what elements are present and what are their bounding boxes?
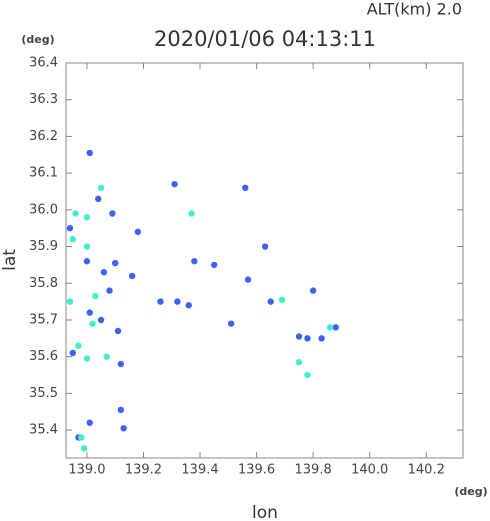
x-tick-label: 139.8 bbox=[295, 463, 332, 478]
x-tick-label: 139.4 bbox=[181, 463, 218, 478]
echo-point bbox=[157, 298, 164, 305]
echo-point bbox=[103, 353, 110, 360]
y-tick-label: 35.6 bbox=[29, 349, 58, 364]
altitude-label: ALT(km) 2.0 bbox=[367, 0, 462, 19]
y-tick-label: 35.7 bbox=[29, 312, 58, 327]
echo-point bbox=[89, 320, 96, 327]
echo-point bbox=[80, 445, 88, 452]
echo-point bbox=[326, 324, 334, 331]
echo-point bbox=[242, 184, 249, 192]
echo-point bbox=[227, 320, 235, 327]
chart-title: 2020/01/06 04:13:11 bbox=[154, 27, 376, 51]
echo-point bbox=[97, 316, 105, 324]
echo-point bbox=[78, 434, 85, 441]
echo-point bbox=[188, 210, 195, 217]
echo-point bbox=[278, 296, 286, 303]
echo-point bbox=[72, 210, 79, 217]
echo-point bbox=[66, 298, 74, 305]
echo-point bbox=[117, 406, 125, 414]
echo-point bbox=[134, 228, 142, 236]
y-tick-label: 35.5 bbox=[29, 386, 58, 401]
echo-point bbox=[109, 210, 116, 217]
echo-point bbox=[92, 292, 99, 300]
echo-point bbox=[83, 243, 91, 250]
y-tick-label: 36.4 bbox=[29, 56, 58, 71]
echo-point bbox=[83, 355, 91, 362]
x-unit: (deg) bbox=[454, 485, 487, 498]
echo-point bbox=[332, 324, 339, 331]
x-axis-label: lon bbox=[252, 503, 278, 521]
x-tick-label: 139.2 bbox=[125, 463, 162, 478]
echo-point bbox=[185, 302, 192, 309]
x-tick-label: 140.2 bbox=[408, 463, 445, 478]
echo-point bbox=[69, 349, 76, 357]
echo-point bbox=[318, 335, 325, 342]
echo-point bbox=[304, 371, 311, 379]
x-tick-label: 139.0 bbox=[68, 463, 105, 478]
echo-point bbox=[244, 276, 252, 283]
echo-point bbox=[75, 342, 82, 349]
plot-frame bbox=[65, 62, 464, 459]
echo-point bbox=[174, 298, 181, 305]
y-tick-label: 36.0 bbox=[29, 202, 58, 217]
echo-point bbox=[171, 180, 178, 188]
echo-point bbox=[95, 195, 102, 203]
echo-point bbox=[191, 258, 198, 265]
echo-point bbox=[69, 236, 76, 243]
echo-point bbox=[97, 184, 105, 192]
x-tick-label: 139.6 bbox=[238, 463, 275, 478]
echo-point bbox=[86, 309, 93, 316]
echo-point bbox=[210, 261, 218, 269]
y-tick-label: 36.3 bbox=[29, 92, 58, 107]
echo-point bbox=[83, 258, 91, 265]
y-tick-label: 36.2 bbox=[29, 129, 58, 144]
echo-point bbox=[66, 224, 74, 232]
x-tick-label: 140.0 bbox=[351, 463, 388, 478]
echo-point bbox=[112, 259, 119, 267]
y-unit: (deg) bbox=[21, 33, 54, 46]
echo-point bbox=[295, 358, 303, 366]
echo-point bbox=[120, 425, 127, 432]
echo-point bbox=[106, 287, 113, 294]
y-tick-label: 35.4 bbox=[29, 423, 58, 438]
echo-point bbox=[86, 419, 93, 426]
y-axis-label: lat bbox=[0, 249, 20, 271]
y-tick-label: 35.9 bbox=[29, 239, 58, 254]
y-tick-label: 35.8 bbox=[29, 276, 58, 291]
echo-point bbox=[128, 272, 136, 280]
echo-point bbox=[117, 360, 125, 368]
echo-point bbox=[261, 243, 269, 250]
echo-point bbox=[86, 149, 93, 157]
echo-point bbox=[100, 269, 108, 276]
echo-point bbox=[309, 287, 317, 294]
echo-point bbox=[304, 335, 311, 342]
echo-point bbox=[83, 213, 91, 221]
echo-point bbox=[267, 298, 274, 305]
y-tick-label: 36.1 bbox=[29, 166, 58, 181]
echo-point bbox=[114, 327, 122, 335]
echo-point bbox=[295, 333, 303, 340]
